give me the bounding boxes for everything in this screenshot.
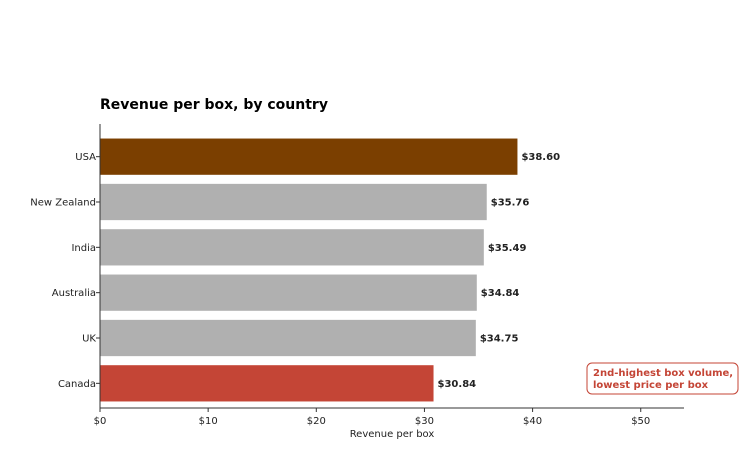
bar-canada [100,365,434,402]
value-label-australia: $34.84 [481,288,520,299]
x-tick-label-20: $20 [307,416,326,427]
bar-australia [100,274,477,311]
y-tick-label-australia: Australia [52,288,96,299]
value-labels: $38.60 $35.76 $35.49 $34.84 $34.75 $30.84 [438,152,561,390]
y-tick-label-uk: UK [82,334,96,345]
bar-new-zealand [100,183,487,221]
canada-annotation: 2nd-highest box volume, lowest price per… [586,362,739,395]
x-axis: $0 $10 $20 $30 $40 $50 [94,407,684,427]
bar-india [100,229,484,266]
y-tick-label-usa: USA [75,152,96,163]
x-tick-label-30: $30 [415,416,434,427]
value-label-canada: $30.84 [438,379,477,390]
value-label-india: $35.49 [488,243,527,254]
value-label-uk: $34.75 [480,334,519,345]
y-tick-labels: USA New Zealand India Australia UK Canada [30,152,100,390]
x-tick-label-0: $0 [94,416,107,427]
bar-usa [100,138,518,175]
x-tick-label-50: $50 [631,416,650,427]
y-tick-label-india: India [71,243,96,254]
value-label-new-zealand: $35.76 [491,198,530,209]
bar-uk [100,319,476,357]
x-tick-label-10: $10 [199,416,218,427]
x-tick-label-40: $40 [523,416,542,427]
annotation-line-2: lowest price per box [593,380,709,391]
y-tick-label-new-zealand: New Zealand [30,198,96,209]
chart-title: Revenue per box, by country [100,97,328,113]
value-label-usa: $38.60 [521,152,560,163]
annotation-line-1: 2nd-highest box volume, [593,368,733,379]
x-axis-label: Revenue per box [350,429,435,440]
bars-group [100,138,518,402]
annotation-box [586,362,739,395]
y-tick-label-canada: Canada [58,379,96,390]
